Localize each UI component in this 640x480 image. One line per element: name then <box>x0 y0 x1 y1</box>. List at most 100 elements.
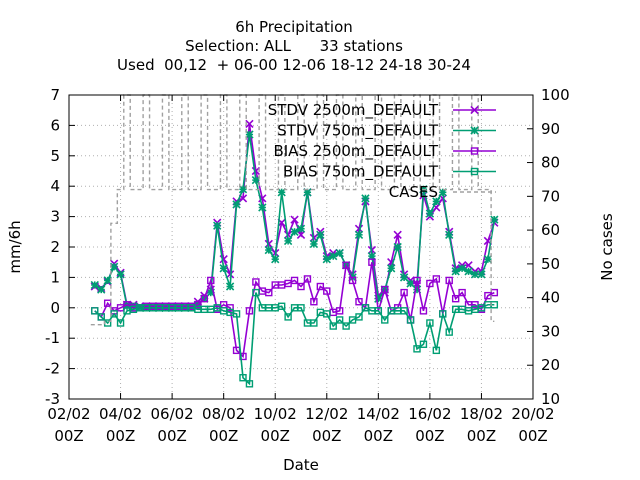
data-point <box>225 282 235 291</box>
x-tick-label: 00Z <box>364 427 393 445</box>
x-tick-label: 00Z <box>467 427 496 445</box>
data-point <box>477 270 486 279</box>
y-tick-label: 6 <box>50 116 60 134</box>
data-point <box>335 316 344 324</box>
data-point <box>310 319 318 327</box>
data-point <box>219 264 228 273</box>
x-tick-label: 18/02 <box>460 405 503 423</box>
data-point <box>355 313 363 321</box>
data-point <box>483 254 493 264</box>
data-point <box>232 200 241 209</box>
data-point <box>490 215 499 224</box>
data-point <box>419 340 428 348</box>
marker-stroke <box>470 105 479 115</box>
x-tick-label: 00Z <box>54 427 83 445</box>
data-point <box>458 288 466 297</box>
data-point <box>432 346 441 355</box>
marker-stroke <box>354 224 364 233</box>
data-point <box>245 307 254 315</box>
data-point <box>297 304 305 312</box>
legend-entry-marker <box>470 167 479 176</box>
data-point <box>490 288 499 297</box>
marker-stroke <box>296 230 306 240</box>
data-point <box>252 288 260 297</box>
data-point <box>470 270 480 279</box>
x-tick-label: 00Z <box>415 427 444 445</box>
y2-tick-label: 50 <box>541 255 560 273</box>
data-point <box>393 242 402 252</box>
data-point <box>239 374 247 382</box>
y2-tick-label: 60 <box>541 221 560 239</box>
data-point <box>264 239 273 249</box>
marker-stroke <box>251 166 261 176</box>
data-point <box>432 197 441 206</box>
chart-title-line: Used 00,12 + 06-00 12-06 18-12 24-18 30-… <box>117 56 471 74</box>
series-layer <box>90 94 499 388</box>
data-point <box>432 275 441 283</box>
data-point <box>354 230 364 240</box>
data-point <box>91 307 99 315</box>
legend-entry-marker <box>470 126 479 135</box>
y2-tick-label: 30 <box>541 322 560 340</box>
tick-layer: -3 -2 -1 0 1 2 3 4 5 6 7 10 20 30 40 50 60 70 80 90 100 02/02… <box>45 86 570 445</box>
y-tick-label: -3 <box>45 390 60 408</box>
marker-stroke <box>245 119 254 129</box>
marker-stroke <box>464 261 473 270</box>
data-point <box>399 273 409 282</box>
data-point <box>97 285 106 294</box>
x-tick-label: 08/02 <box>202 405 245 423</box>
data-point <box>400 288 408 297</box>
y2-tick-label: 70 <box>541 187 560 205</box>
x-tick-label: 00Z <box>312 427 341 445</box>
data-point <box>265 288 273 297</box>
series-line <box>94 262 495 359</box>
data-point <box>239 352 247 361</box>
data-point <box>329 322 337 330</box>
data-point <box>225 270 235 279</box>
marker-stroke <box>238 194 248 203</box>
data-point <box>361 194 370 203</box>
data-point <box>445 276 453 285</box>
series-3 <box>91 288 499 388</box>
series-line <box>94 292 495 386</box>
legend-entry-marker <box>470 147 479 155</box>
data-point <box>116 270 125 279</box>
y2-tick-label: 100 <box>541 86 570 104</box>
grid-layer <box>68 94 534 400</box>
y-axis-label: mm/6h <box>6 220 24 273</box>
marker-stroke <box>438 194 447 203</box>
y-tick-label: 1 <box>50 268 60 286</box>
data-point <box>445 230 454 240</box>
data-point <box>232 310 241 318</box>
data-point <box>245 119 254 129</box>
legend-entry-label: CASES <box>389 183 438 201</box>
data-point <box>264 245 273 255</box>
data-point <box>335 248 344 258</box>
data-point <box>393 230 402 240</box>
x-tick-label: 00Z <box>157 427 186 445</box>
data-point <box>310 298 318 306</box>
data-point <box>200 294 209 303</box>
x-tick-label: 14/02 <box>357 405 400 423</box>
data-point <box>348 276 357 285</box>
data-point <box>387 264 396 273</box>
data-point <box>303 275 312 283</box>
marker-stroke <box>432 203 441 212</box>
data-point <box>296 224 306 233</box>
x-tick-label: 00Z <box>518 427 547 445</box>
data-point <box>213 221 222 230</box>
data-point <box>290 276 299 285</box>
y2-tick-label: 80 <box>541 154 560 172</box>
x-tick-label: 00Z <box>209 427 238 445</box>
data-point <box>277 188 286 197</box>
y-tick-label: 5 <box>50 147 60 165</box>
marker-stroke <box>483 236 493 246</box>
y-tick-label: -1 <box>45 329 60 347</box>
data-point <box>439 310 447 318</box>
marker-stroke <box>264 239 273 249</box>
data-point <box>245 380 254 388</box>
data-point <box>90 280 99 290</box>
legend-entry-label: BIAS 750m_DEFAULT <box>283 163 439 182</box>
